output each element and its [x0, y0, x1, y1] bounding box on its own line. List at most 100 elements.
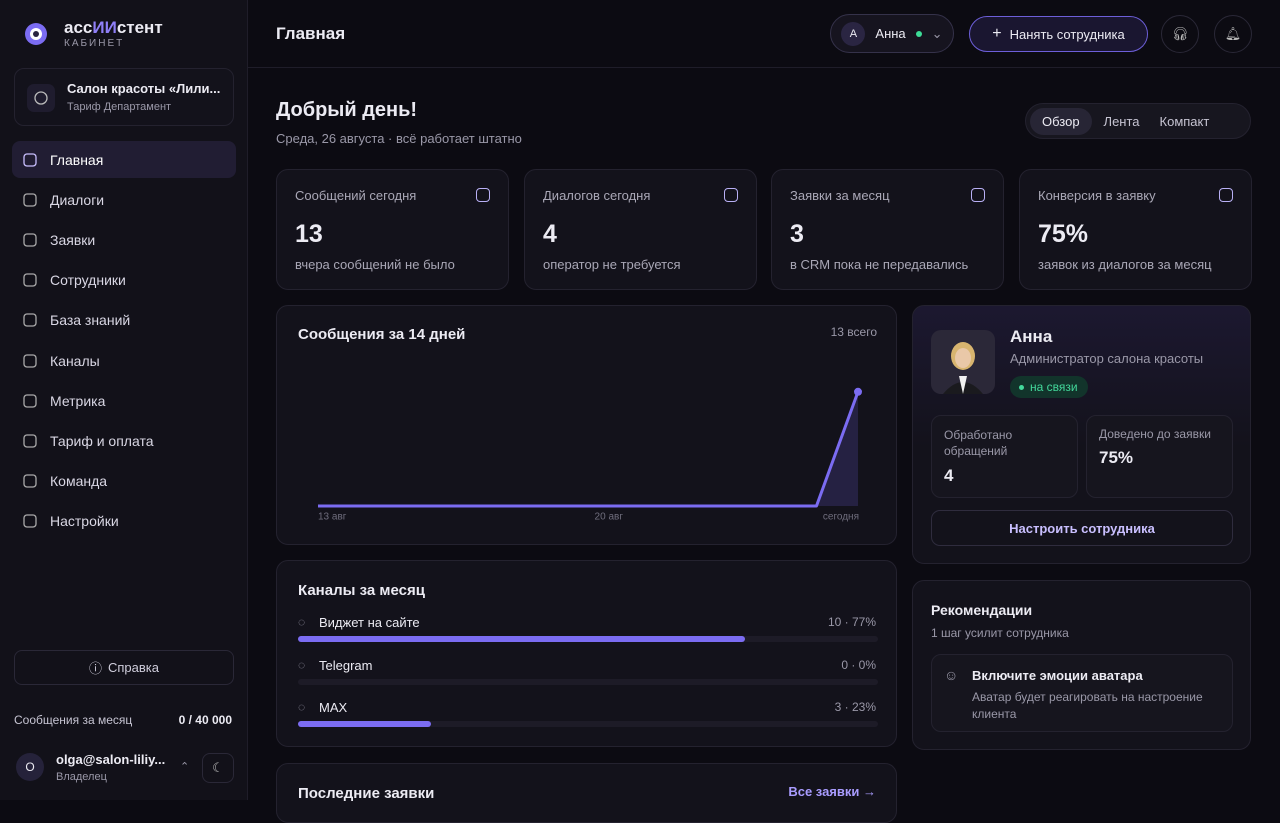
- nav-icon: [23, 152, 37, 167]
- agent-metric: Обработано обращений 4: [931, 415, 1078, 498]
- nav-item[interactable]: База знаний: [12, 302, 236, 339]
- status-dot: [915, 30, 922, 37]
- icon-shape: [23, 474, 37, 488]
- agent-switch[interactable]: А Анна ⌄: [830, 14, 954, 53]
- help-label: Справка: [108, 660, 159, 675]
- nav-item[interactable]: Тариф и оплата: [12, 422, 236, 459]
- usage-label: Сообщения за месяц: [14, 713, 133, 727]
- icon-shape: [23, 353, 37, 368]
- page-title: Главная: [276, 24, 346, 43]
- recent-card: Последние заявки Все заявки →: [276, 763, 897, 823]
- logo: [25, 23, 47, 45]
- user-avatar: O: [16, 753, 44, 781]
- icon-shape: [23, 193, 37, 207]
- progress-bar: [298, 721, 432, 727]
- recent-title: Последние заявки: [298, 785, 435, 802]
- brand: ассИИстент: [64, 18, 163, 38]
- progress-track: [298, 678, 878, 685]
- agent-card: Анна Администратор салона красоты на свя…: [912, 305, 1251, 564]
- user-role: Владелец: [56, 771, 107, 783]
- recent-link[interactable]: Все заявки →: [788, 784, 876, 799]
- nav-item[interactable]: Заявки: [12, 221, 236, 258]
- stat-note: оператор не требуется: [543, 257, 681, 272]
- nav-label: Настройки: [50, 513, 119, 530]
- tab[interactable]: Обзор: [1030, 107, 1092, 135]
- point: [854, 387, 862, 396]
- stat-card: Конверсия в заявку 75% заявок из диалогов …: [1019, 169, 1252, 290]
- icon-shape: [23, 233, 37, 247]
- x-tick-label: 20 авг: [595, 512, 624, 523]
- stat-icon: [1219, 188, 1233, 202]
- nav-item[interactable]: Каналы: [12, 342, 236, 379]
- channel-name: Виджет на сайте: [319, 615, 420, 630]
- channel-icon: ◌: [298, 700, 306, 714]
- agent-photo: [931, 330, 995, 394]
- icon-shape: [23, 514, 37, 528]
- icon-shape: [23, 394, 37, 408]
- hire-button[interactable]: + Нанять сотрудника: [969, 16, 1148, 52]
- agent-avatar: А: [841, 21, 866, 46]
- channel-icon: ◌: [298, 657, 306, 672]
- help-button[interactable]: ⓘ Справка: [14, 650, 234, 685]
- nav-item[interactable]: Настройки: [12, 503, 236, 540]
- configure-button[interactable]: Настроить сотрудника: [931, 510, 1233, 546]
- nav-icon: [23, 514, 37, 528]
- nav-icon: [23, 273, 37, 287]
- stat-label: Сообщений сегодня: [295, 188, 417, 203]
- stat-card: Сообщений сегодня 13 вчера сообщений не бы…: [276, 169, 509, 290]
- brand-part: асс: [64, 18, 93, 37]
- nav-item[interactable]: Команда: [12, 463, 236, 500]
- nav-item[interactable]: Метрика: [12, 382, 236, 419]
- channel-value: 0 · 0%: [841, 657, 876, 672]
- stat-label: Конверсия в заявку: [1038, 188, 1156, 203]
- stat-icon: [724, 188, 738, 202]
- stat-value: 4: [543, 220, 557, 248]
- brand-accent: ИИ: [92, 18, 117, 37]
- agent-card-name: Анна: [1010, 327, 1053, 346]
- page: ассИИстент КАБИНЕТ Салон красоты «Лили..…: [12, 0, 1280, 823]
- nav-item[interactable]: Главная: [12, 141, 236, 178]
- notifications-button[interactable]: 🔔︎: [1214, 15, 1252, 53]
- nav-label: Диалоги: [50, 191, 105, 208]
- tab[interactable]: Лента: [1103, 113, 1140, 129]
- agent-status-label: на связи: [1030, 380, 1078, 394]
- theme-toggle[interactable]: ☾: [202, 753, 234, 783]
- recommendations-title: Рекомендации: [931, 602, 1033, 618]
- agent-metric: Доведено до заявки 75%: [1086, 415, 1233, 498]
- nav-label: База знаний: [50, 312, 131, 329]
- usage-value: 0 / 40 000: [178, 713, 232, 727]
- channel-icon: ◌: [298, 615, 306, 629]
- nav-icon: [23, 474, 37, 488]
- icon-shape: [23, 313, 37, 327]
- chart: Сообщения за 14 дней 13 всего 13 авг 20 а…: [298, 325, 877, 523]
- nav-item[interactable]: Диалоги: [12, 181, 236, 218]
- nav-item[interactable]: Сотрудники: [12, 262, 236, 299]
- nav-icon: [23, 233, 37, 247]
- stat-note: заявок из диалогов за месяц: [1038, 257, 1212, 272]
- nav-icon: [23, 353, 37, 368]
- nav-icon: [23, 313, 37, 327]
- support-button[interactable]: 🎧︎: [1161, 15, 1199, 53]
- x-tick-label: сегодня: [823, 512, 859, 523]
- stat-value: 75%: [1038, 220, 1089, 248]
- channels-title: Каналы за месяц: [298, 582, 425, 599]
- icon-shape: [23, 434, 37, 448]
- greeting-subtitle: Среда, 26 августа · всё работает штатно: [276, 131, 522, 146]
- view-tabs: Обзор Лента Компакт: [1025, 103, 1251, 139]
- user-email: olga@salon-liliy...: [56, 752, 166, 767]
- org-card[interactable]: Салон красоты «Лили... Тариф Департамент: [14, 68, 234, 126]
- org-icon: [27, 84, 55, 112]
- chart-title: Сообщения за 14 дней: [298, 326, 465, 343]
- agent-name: Анна: [875, 26, 906, 41]
- channel-name: MAX: [319, 700, 348, 715]
- nav-label: Главная: [50, 151, 104, 168]
- tab[interactable]: Компакт: [1159, 113, 1210, 129]
- metric-value: 4: [944, 466, 954, 485]
- recommendation-item[interactable]: ☺ Включите эмоции аватара Аватар будет р…: [931, 654, 1233, 732]
- nav-icon: [23, 434, 37, 448]
- header: Главная А Анна ⌄ + Нанять сотрудника 🎧︎ 🔔…: [248, 0, 1280, 68]
- user-menu-toggle[interactable]: ⌃: [180, 761, 190, 773]
- agent-card-role: Администратор салона красоты: [1010, 351, 1204, 366]
- icon-shape: [23, 152, 37, 167]
- stat-value: 3: [790, 220, 804, 248]
